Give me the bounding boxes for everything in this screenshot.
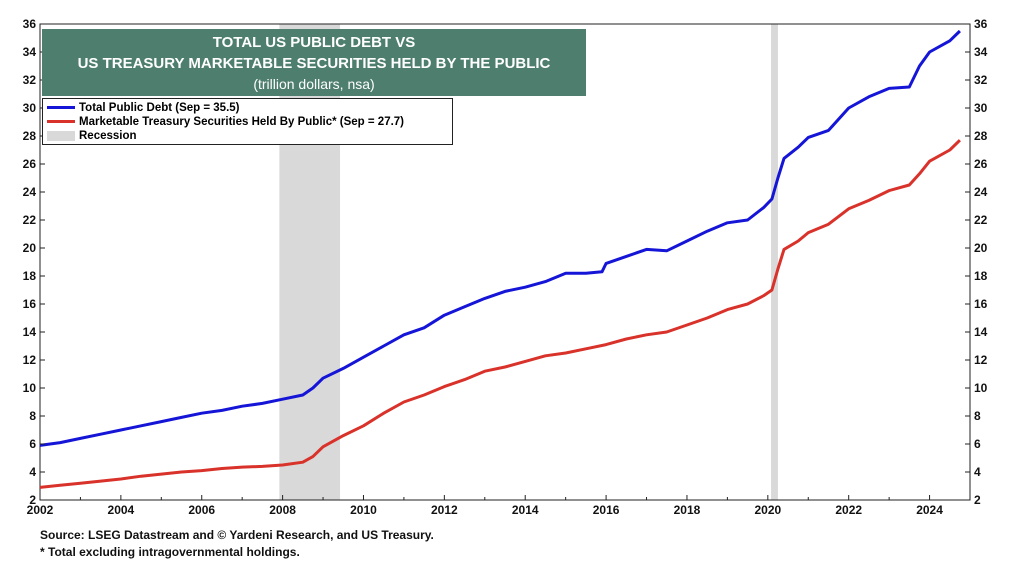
y-tick-label-right: 16 — [974, 297, 988, 311]
y-tick-label-left: 36 — [23, 17, 37, 31]
x-tick-label: 2012 — [431, 503, 458, 517]
x-tick-label: 2014 — [512, 503, 539, 517]
y-tick-label-right: 14 — [974, 325, 988, 339]
y-tick-label-right: 32 — [974, 73, 988, 87]
y-tick-label-right: 28 — [974, 129, 988, 143]
x-tick-label: 2018 — [674, 503, 701, 517]
legend-label-recession: Recession — [79, 130, 137, 142]
source-note: Source: LSEG Datastream and © Yardeni Re… — [40, 528, 434, 542]
x-tick-label: 2016 — [593, 503, 620, 517]
y-tick-label-right: 26 — [974, 157, 988, 171]
legend-swatch-marketable — [47, 120, 75, 124]
y-tick-label-right: 34 — [974, 45, 988, 59]
x-tick-label: 2010 — [350, 503, 377, 517]
y-tick-label-left: 6 — [29, 437, 36, 451]
x-tick-label: 2008 — [269, 503, 296, 517]
y-tick-label-right: 18 — [974, 269, 988, 283]
y-tick-label-right: 12 — [974, 353, 988, 367]
chart-subtitle: (trillion dollars, nsa) — [253, 76, 375, 92]
x-tick-label: 2004 — [108, 503, 135, 517]
footnote: * Total excluding intragovernmental hold… — [40, 545, 300, 559]
chart-title: TOTAL US PUBLIC DEBT VS — [212, 34, 416, 51]
series-line-marketable-securities — [39, 139, 961, 489]
x-tick-label: 2006 — [188, 503, 215, 517]
legend-item-recession: Recession — [47, 129, 137, 143]
y-tick-label-left: 26 — [23, 157, 37, 171]
y-tick-label-left: 12 — [23, 353, 37, 367]
recession-band-2 — [771, 24, 778, 500]
y-tick-label-left: 10 — [23, 381, 37, 395]
x-axis: 2002 2004 2006 2008 2010 2012 2014 2016 2018 2020… — [27, 495, 971, 517]
y-tick-label-right: 24 — [974, 185, 988, 199]
y-tick-label-left: 24 — [23, 185, 37, 199]
y-tick-label-left: 2 — [29, 493, 36, 507]
y-tick-label-right: 8 — [974, 409, 981, 423]
legend-label-total-debt: Total Public Debt (Sep = 35.5) — [79, 102, 240, 114]
series-lines — [39, 29, 961, 489]
y-tick-label-left: 8 — [29, 409, 36, 423]
y-tick-label-left: 14 — [23, 325, 37, 339]
x-tick-label: 2022 — [835, 503, 862, 517]
legend: Total Public Debt (Sep = 35.5) Marketabl… — [42, 98, 453, 145]
y-tick-label-right: 4 — [974, 465, 981, 479]
y-tick-label-right: 20 — [974, 241, 988, 255]
y-tick-label-right: 10 — [974, 381, 988, 395]
legend-item-total-debt: Total Public Debt (Sep = 35.5) — [47, 101, 240, 115]
y-tick-label-left: 18 — [23, 269, 37, 283]
y-tick-label-left: 30 — [23, 101, 37, 115]
legend-item-marketable: Marketable Treasury Securities Held By P… — [47, 115, 404, 129]
y-tick-label-right: 30 — [974, 101, 988, 115]
y-tick-label-left: 4 — [29, 465, 36, 479]
chart-title-line2: US TREASURY MARKETABLE SECURITIES HELD B… — [77, 55, 551, 72]
y-tick-label-left: 20 — [23, 241, 37, 255]
legend-swatch-recession — [47, 130, 75, 141]
y-tick-label-left: 32 — [23, 73, 37, 87]
y-tick-label-left: 34 — [23, 45, 37, 59]
y-tick-label-right: 22 — [974, 213, 988, 227]
x-tick-label: 2024 — [916, 503, 943, 517]
x-tick-label: 2002 — [27, 503, 54, 517]
legend-label-marketable: Marketable Treasury Securities Held By P… — [79, 116, 405, 128]
chart-title-box: TOTAL US PUBLIC DEBT VS US TREASURY MARK… — [42, 29, 586, 96]
y-tick-label-left: 28 — [23, 129, 37, 143]
y-tick-label-right: 36 — [974, 17, 988, 31]
y-tick-label-left: 16 — [23, 297, 37, 311]
y-tick-label-right: 6 — [974, 437, 981, 451]
y-tick-label-left: 22 — [23, 213, 37, 227]
y-tick-label-right: 2 — [974, 493, 981, 507]
legend-swatch-total-debt — [47, 106, 75, 110]
x-tick-label: 2020 — [754, 503, 781, 517]
series-line-total-public-debt — [39, 29, 961, 447]
